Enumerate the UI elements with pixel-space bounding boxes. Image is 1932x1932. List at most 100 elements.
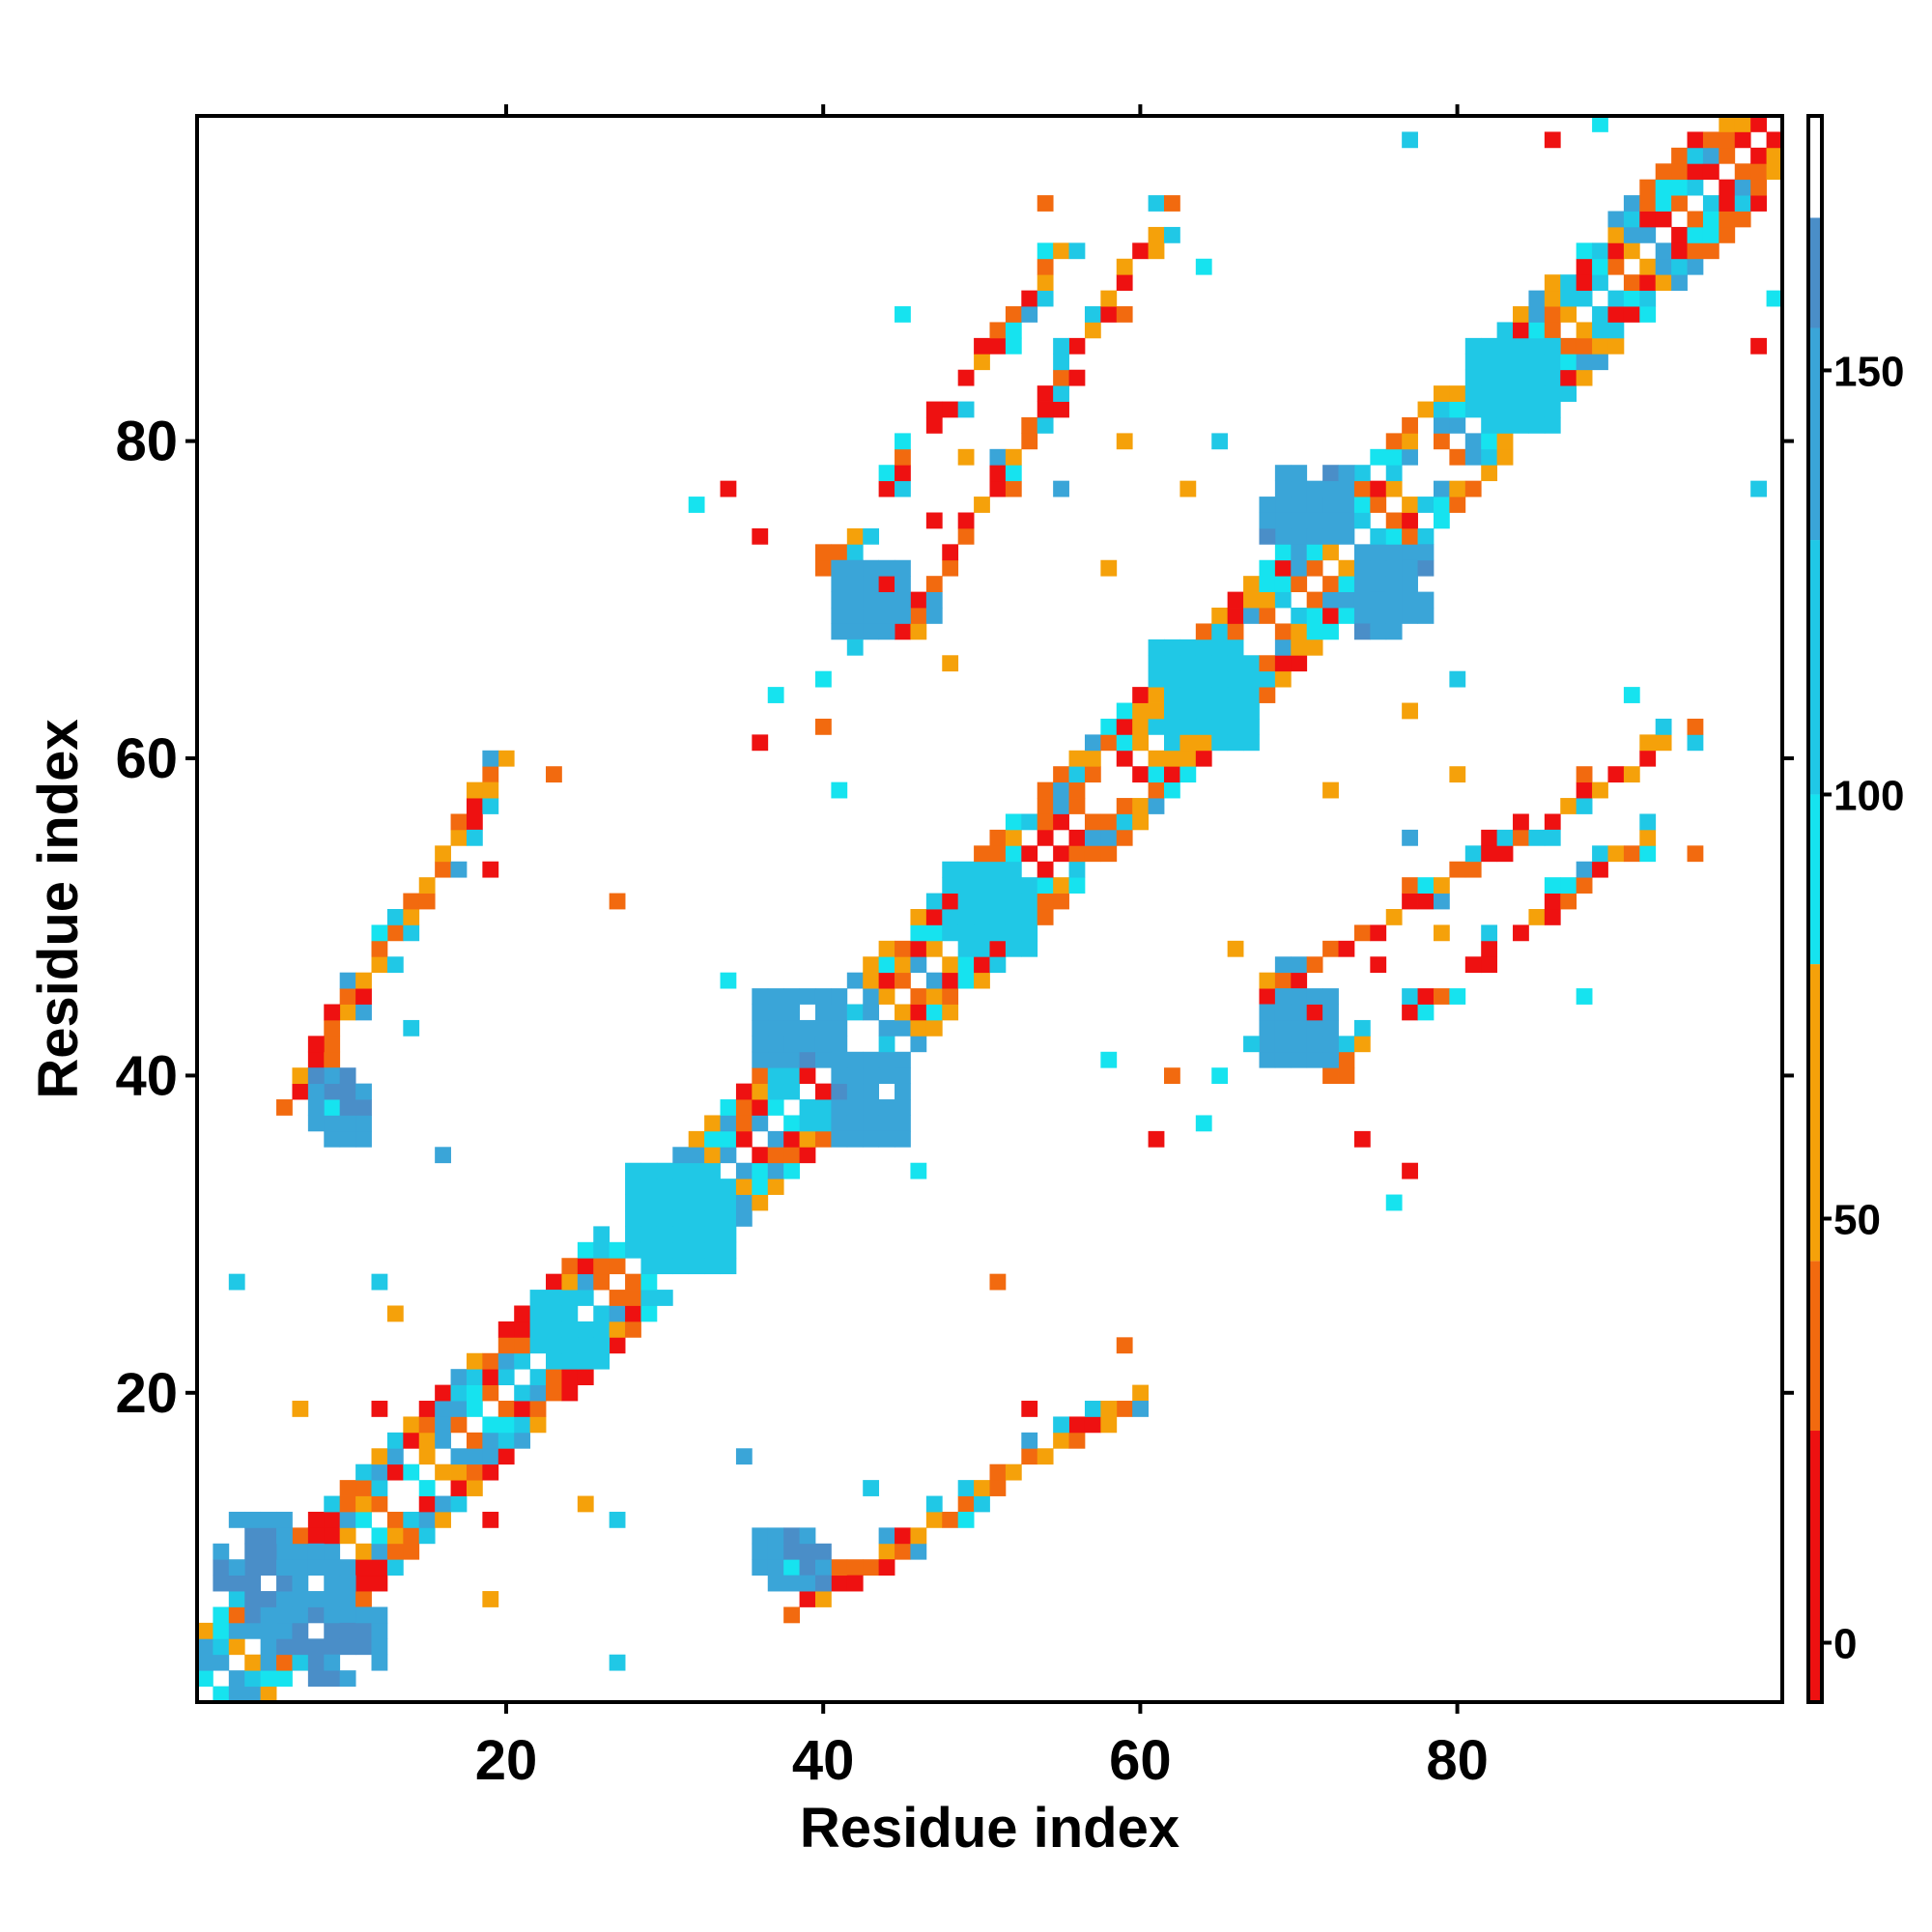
heatmap-cell	[672, 1162, 690, 1179]
heatmap-cell	[1402, 544, 1418, 561]
heatmap-cell	[1417, 497, 1435, 513]
heatmap-cell	[1560, 290, 1577, 307]
heatmap-cell	[831, 576, 848, 592]
heatmap-cell	[735, 1179, 753, 1195]
heatmap-cell	[1148, 750, 1165, 767]
heatmap-cell	[260, 1543, 277, 1560]
heatmap-cell	[1322, 608, 1339, 624]
heatmap-cell	[783, 1083, 800, 1100]
heatmap-cell	[1592, 116, 1608, 132]
heatmap-cell	[1353, 497, 1371, 513]
heatmap-cell	[1639, 226, 1657, 243]
heatmap-cell	[672, 1179, 690, 1195]
heatmap-cell	[1766, 131, 1783, 149]
heatmap-cell	[244, 1606, 262, 1624]
heatmap-cell	[925, 924, 943, 942]
heatmap-cell	[1068, 861, 1086, 878]
heatmap-cell	[1322, 512, 1339, 529]
heatmap-cell	[228, 1575, 245, 1592]
heatmap-cell	[292, 1591, 309, 1607]
heatmap-cell	[1687, 258, 1704, 275]
heatmap-cell	[1259, 512, 1276, 529]
heatmap-cell	[767, 1162, 784, 1179]
heatmap-cell	[1496, 401, 1514, 418]
heatmap-cell	[989, 861, 1007, 878]
heatmap-cell	[752, 1083, 769, 1100]
heatmap-cell	[1702, 195, 1719, 212]
heatmap-cell	[846, 1067, 864, 1085]
heatmap-cell	[1211, 670, 1229, 688]
heatmap-cell	[1195, 718, 1212, 735]
heatmap-cell	[1353, 576, 1371, 592]
heatmap-cell	[1068, 1416, 1086, 1434]
heatmap-cell	[1496, 322, 1514, 339]
heatmap-cell	[1274, 1004, 1292, 1021]
heatmap-cell	[878, 480, 895, 497]
heatmap-cell	[244, 1591, 262, 1607]
heatmap-cell	[1513, 385, 1529, 402]
heatmap-cell	[371, 924, 388, 942]
heatmap-cell	[925, 416, 943, 434]
heatmap-cell	[260, 1654, 277, 1671]
heatmap-cell	[1417, 527, 1435, 545]
heatmap-cell	[1322, 591, 1339, 609]
heatmap-cell	[752, 1099, 769, 1116]
heatmap-cell	[482, 1384, 499, 1402]
heatmap-cell	[1576, 274, 1593, 292]
heatmap-cell	[656, 1194, 673, 1211]
heatmap-cell	[546, 1384, 562, 1402]
heatmap-cell	[1385, 465, 1403, 482]
heatmap-cell	[1385, 1194, 1403, 1211]
heatmap-cell	[1259, 527, 1276, 545]
x-tick-label: 20	[475, 1729, 538, 1792]
heatmap-cell	[814, 1575, 832, 1592]
heatmap-cell	[1417, 559, 1435, 577]
heatmap-cell	[863, 1051, 880, 1068]
heatmap-cell	[783, 1004, 800, 1021]
heatmap-cell	[1195, 702, 1212, 720]
heatmap-cell	[640, 1305, 658, 1322]
heatmap-cell	[1021, 940, 1038, 957]
heatmap-cell	[1259, 988, 1276, 1005]
heatmap-cell	[1243, 608, 1260, 624]
heatmap-cell	[307, 1083, 325, 1100]
heatmap-cell	[1576, 242, 1593, 260]
heatmap-cell	[1116, 798, 1133, 814]
heatmap-cell	[1037, 195, 1054, 212]
heatmap-cell	[276, 1527, 293, 1545]
heatmap-cell	[1655, 211, 1672, 228]
heatmap-cell	[228, 1511, 245, 1528]
heatmap-cell	[1464, 385, 1482, 402]
heatmap-cell	[1370, 480, 1387, 497]
heatmap-cell	[1671, 163, 1688, 181]
heatmap-cell	[1481, 401, 1498, 418]
heatmap-cell	[895, 1527, 911, 1545]
heatmap-cell	[1719, 211, 1736, 228]
heatmap-cell	[1148, 1130, 1165, 1148]
heatmap-cell	[1353, 1130, 1371, 1148]
heatmap-cell	[355, 1130, 372, 1148]
heatmap-cell	[1528, 909, 1546, 925]
heatmap-cell	[1274, 480, 1292, 497]
heatmap-cell	[1385, 527, 1403, 545]
heatmap-cell	[1005, 877, 1022, 894]
heatmap-cell	[1291, 1051, 1308, 1068]
heatmap-cell	[704, 1130, 721, 1148]
heatmap-cell	[1116, 274, 1133, 292]
heatmap-cell	[1576, 798, 1593, 814]
heatmap-cell	[895, 1004, 911, 1021]
heatmap-cell	[878, 1559, 895, 1577]
heatmap-cell	[1164, 226, 1180, 243]
heatmap-cell	[1084, 766, 1101, 783]
heatmap-cell	[625, 1321, 641, 1338]
heatmap-cell	[1291, 497, 1308, 513]
heatmap-cell	[1116, 433, 1133, 450]
heatmap-cell	[1655, 179, 1672, 196]
heatmap-cell	[1037, 861, 1054, 878]
heatmap-cell	[1005, 909, 1022, 925]
heatmap-cell	[435, 1495, 451, 1513]
heatmap-cell	[386, 1543, 404, 1560]
heatmap-cell	[767, 1527, 784, 1545]
heatmap-cell	[1433, 512, 1450, 529]
heatmap-cell	[1291, 623, 1308, 640]
